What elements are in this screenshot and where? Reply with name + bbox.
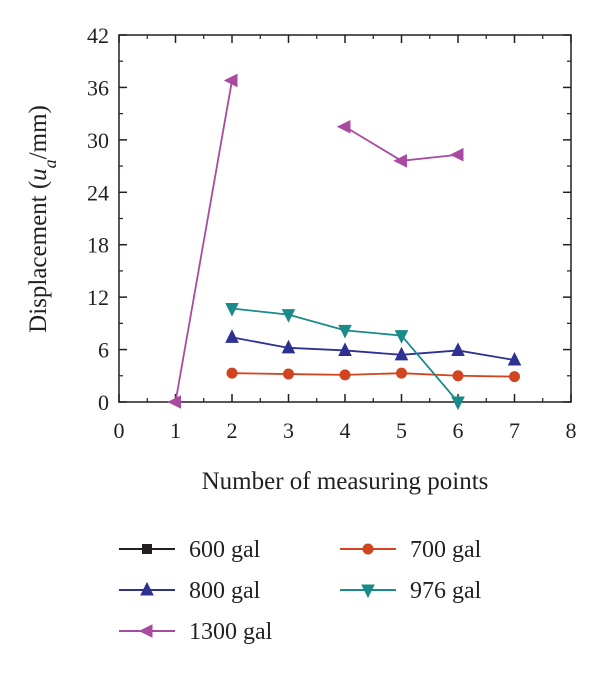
series-1 bbox=[226, 367, 520, 383]
legend-marker bbox=[140, 581, 154, 596]
x-axis-title: Number of measuring points bbox=[202, 468, 489, 495]
y-tick-label: 24 bbox=[87, 180, 109, 205]
data-point bbox=[339, 369, 351, 381]
data-point bbox=[507, 351, 522, 366]
data-point bbox=[449, 147, 464, 162]
legend-item: 800 gal bbox=[119, 578, 261, 604]
data-point bbox=[336, 119, 351, 134]
series-3 bbox=[225, 303, 465, 411]
y-tick-label: 0 bbox=[98, 390, 109, 415]
y-tick-label: 30 bbox=[87, 128, 109, 153]
data-point bbox=[167, 395, 181, 409]
data-point bbox=[338, 324, 352, 339]
y-axis-title-variable: u bbox=[25, 168, 52, 181]
y-axis-ticks: 0 6 12 18 24 30 36 42 bbox=[87, 23, 571, 415]
x-tick-label: 8 bbox=[566, 418, 577, 443]
series-line bbox=[174, 80, 233, 403]
y-tick-label: 18 bbox=[87, 233, 109, 258]
data-point bbox=[225, 303, 239, 317]
data-point bbox=[226, 367, 238, 379]
plot-series bbox=[167, 73, 522, 411]
data-point bbox=[225, 329, 239, 343]
series-2 bbox=[225, 329, 522, 366]
x-tick-label: 1 bbox=[170, 418, 181, 443]
x-tick-label: 4 bbox=[340, 418, 351, 443]
legend-label: 700 gal bbox=[410, 537, 482, 563]
y-axis-title-suffix: /mm) bbox=[25, 105, 52, 159]
legend-marker bbox=[142, 544, 152, 554]
legend-label: 800 gal bbox=[189, 578, 261, 604]
legend-label: 1300 gal bbox=[189, 619, 273, 645]
series-line bbox=[231, 336, 515, 361]
data-point bbox=[283, 368, 294, 380]
legend-marker bbox=[361, 584, 375, 599]
legend: 600 gal 700 gal 800 gal 976 gal 1300 gal bbox=[119, 537, 482, 645]
y-tick-label: 12 bbox=[87, 285, 109, 310]
data-point bbox=[394, 346, 409, 361]
data-point bbox=[509, 371, 520, 383]
y-tick-label: 36 bbox=[87, 75, 109, 100]
y-tick-label: 6 bbox=[98, 338, 109, 363]
y-axis-title: Displacement (ua/mm) bbox=[25, 105, 60, 333]
legend-label: 976 gal bbox=[410, 578, 482, 604]
series-4 bbox=[167, 73, 464, 409]
x-tick-label: 6 bbox=[453, 418, 464, 443]
data-point bbox=[338, 342, 352, 356]
series-line bbox=[231, 372, 515, 378]
legend-label: 600 gal bbox=[189, 537, 261, 563]
legend-item: 976 gal bbox=[340, 578, 482, 604]
data-point bbox=[451, 342, 465, 356]
data-point bbox=[281, 339, 296, 354]
y-axis-title-prefix: Displacement ( bbox=[25, 181, 52, 333]
data-point bbox=[393, 154, 407, 168]
data-point bbox=[394, 330, 409, 344]
legend-marker bbox=[362, 543, 374, 555]
x-tick-label: 0 bbox=[114, 418, 125, 443]
x-tick-label: 2 bbox=[227, 418, 238, 443]
legend-marker bbox=[138, 624, 153, 638]
x-tick-label: 3 bbox=[283, 418, 294, 443]
data-point bbox=[451, 396, 465, 411]
legend-item: 600 gal bbox=[119, 537, 261, 563]
y-axis-title-subscript: a bbox=[40, 159, 60, 168]
x-tick-label: 5 bbox=[396, 418, 407, 443]
data-point bbox=[281, 309, 296, 323]
y-tick-label: 42 bbox=[87, 23, 109, 48]
x-tick-label: 7 bbox=[509, 418, 520, 443]
x-axis-ticks: 0 1 2 3 4 5 6 7 8 bbox=[114, 35, 577, 443]
legend-item: 1300 gal bbox=[119, 619, 273, 645]
data-point bbox=[452, 370, 464, 382]
data-point bbox=[396, 367, 407, 379]
series-line bbox=[344, 125, 459, 162]
data-point bbox=[223, 73, 238, 88]
legend-item: 700 gal bbox=[340, 537, 482, 563]
